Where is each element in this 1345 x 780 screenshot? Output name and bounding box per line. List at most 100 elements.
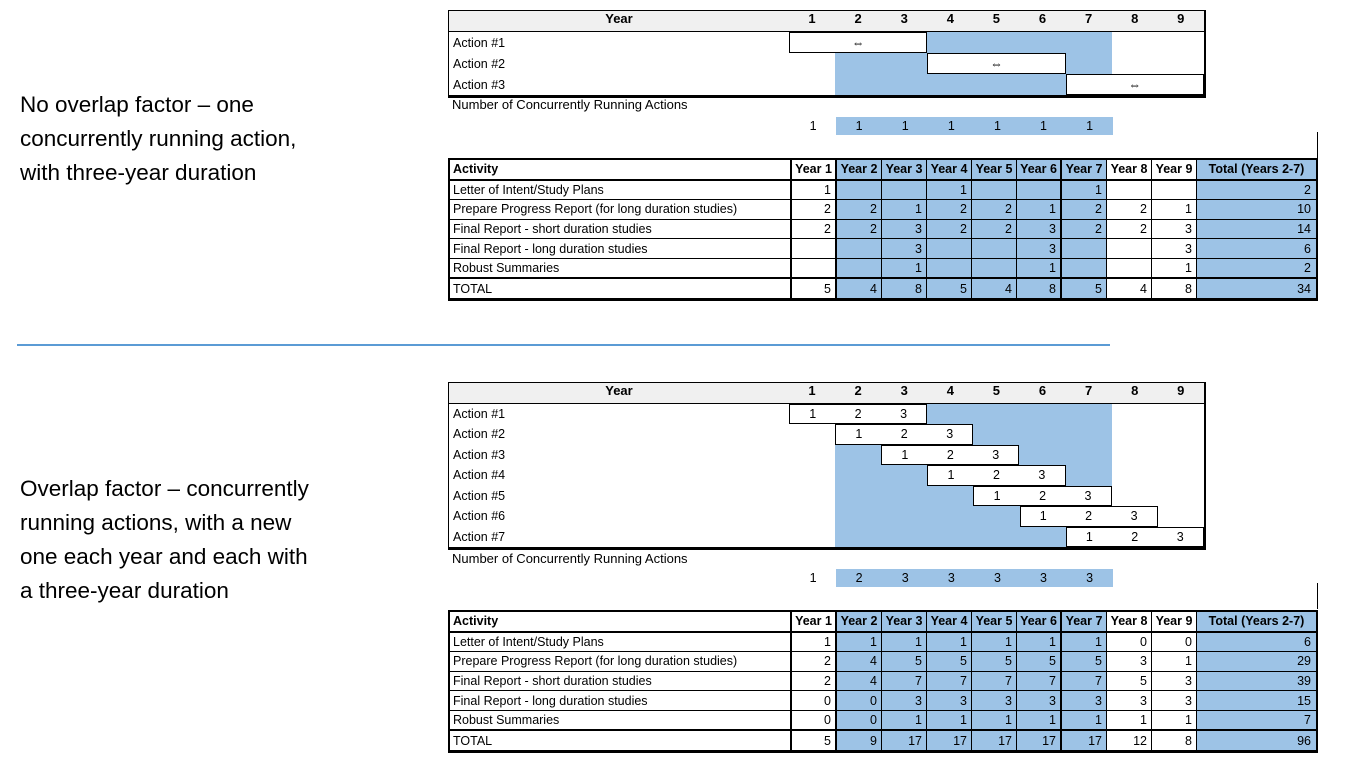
year-value-cell: 5	[792, 279, 837, 299]
year-column-header: Year 6	[1017, 612, 1062, 631]
year-column-header: Year 8	[1107, 612, 1152, 631]
concurrent-value-cell: 1	[974, 117, 1021, 135]
year-value-cell	[927, 258, 972, 278]
year-value-cell: 1	[972, 710, 1017, 730]
gantt-action-label: Action #6	[453, 509, 506, 524]
year-value-cell: 0	[792, 691, 837, 710]
year-value-cell: 3	[1107, 652, 1152, 671]
gantt-year-number: 6	[1038, 11, 1047, 26]
gantt-bar-cell: 3	[1084, 488, 1092, 503]
year-value-cell: 3	[1062, 691, 1107, 710]
year-value-cell: 7	[1017, 671, 1062, 691]
year-value-cell: 5	[882, 652, 927, 671]
year-value-cell: 3	[882, 691, 927, 710]
year-column-header: Year 5	[972, 612, 1017, 631]
activity-row: Prepare Progress Report (for long durati…	[450, 651, 1316, 671]
gantt-action-label: Action #4	[453, 468, 506, 483]
year-value-cell: 3	[1017, 691, 1062, 710]
gantt-bar: ⇔	[789, 32, 928, 53]
gantt-action-label: Action #3	[453, 77, 506, 92]
gantt-year-number: 6	[1038, 383, 1047, 398]
year-column-header: Year 1	[792, 160, 837, 179]
caption-overlap: Overlap factor – concurrently running ac…	[20, 476, 309, 603]
year-value-cell: 7	[1062, 671, 1107, 691]
gantt-bar-cell: 1	[1085, 529, 1093, 544]
year-value-cell: 8	[1152, 279, 1197, 299]
year-value-cell: 1	[972, 632, 1017, 652]
year-value-cell: 5	[972, 652, 1017, 671]
year-column-header: Year 4	[927, 160, 972, 179]
gantt-bar-cell: 1	[855, 427, 863, 442]
year-value-cell: 4	[837, 279, 882, 299]
year-value-cell: 1	[1062, 632, 1107, 652]
gantt-row: Action #3 ⇔	[449, 74, 1204, 95]
year-column-header: Year 8	[1107, 160, 1152, 179]
year-value-cell: 8	[1017, 279, 1062, 299]
gantt-year-number: 9	[1177, 11, 1185, 26]
year-value-cell: 2	[927, 200, 972, 219]
year-value-cell: 3	[1152, 239, 1197, 258]
year-value-cell: 1	[792, 632, 837, 652]
gantt-bar-cell: 1	[993, 488, 1001, 503]
gantt-row-area: 1 2 3	[789, 526, 1204, 547]
activity-name-cell: Final Report - long duration studies	[450, 691, 792, 710]
gantt-year-number: 5	[992, 383, 1001, 398]
gantt-bar-cell: 3	[1038, 468, 1046, 483]
gantt-action-label: Action #1	[453, 406, 506, 421]
gantt-bar-cell: ⇔	[990, 56, 1003, 71]
year-value-cell: 3	[1152, 691, 1197, 710]
year-column-header: Year 4	[927, 612, 972, 631]
gantt-year-header-label: Year	[605, 11, 633, 26]
year-value-cell: 2	[972, 200, 1017, 219]
gantt-action-label: Action #1	[453, 35, 506, 50]
year-value-cell: 2	[1107, 200, 1152, 219]
activity-name-cell: TOTAL	[450, 279, 792, 299]
year-value-cell: 17	[882, 731, 927, 751]
total-value-cell: 6	[1197, 632, 1316, 652]
activity-total-row: TOTAL 5 9 17 17 17 17 17 12 8 96	[450, 729, 1316, 751]
year-value-cell: 4	[972, 279, 1017, 299]
gantt-bar: 1 2 3	[1065, 526, 1204, 547]
year-value-cell: 9	[837, 731, 882, 751]
year-column-header: Year 1	[792, 612, 837, 631]
concurrent-value-cell: 2	[836, 569, 883, 587]
year-value-cell: 1	[1062, 180, 1107, 200]
total-value-cell: 7	[1197, 710, 1316, 730]
gantt-row-area: ⇔	[789, 32, 1204, 53]
gantt-bar-cell: 1	[947, 468, 955, 483]
year-value-cell: 1	[1152, 200, 1197, 219]
year-value-cell: 5	[1017, 652, 1062, 671]
gantt-bar: 1 2 3	[881, 444, 1020, 465]
year-value-cell: 1	[882, 632, 927, 652]
year-value-cell: 0	[1107, 632, 1152, 652]
activity-name-cell: Prepare Progress Report (for long durati…	[450, 200, 792, 219]
year-value-cell: 1	[1152, 710, 1197, 730]
activity-row: Letter of Intent/Study Plans 1 1 1 2	[450, 178, 1316, 200]
activity-name-cell: Final Report - long duration studies	[450, 239, 792, 258]
activity-header-row: Activity Year 1 Year 2 Year 3 Year 4 Year 5 Ye…	[450, 160, 1316, 179]
gantt-year-header-row: Year 1 2 3 4 5 6 7 8 9	[449, 383, 1204, 404]
activity-row: Letter of Intent/Study Plans 1 1 1 1 1 1 1 0 0 6	[450, 630, 1316, 652]
year-value-cell: 1	[882, 200, 927, 219]
year-value-cell: 17	[972, 731, 1017, 751]
year-value-cell: 5	[792, 731, 837, 751]
gantt-bar-cell: 1	[809, 406, 817, 421]
year-value-cell: 2	[792, 652, 837, 671]
gantt-row: Action #1 1 2 3	[449, 403, 1204, 424]
gantt-row-area: 1 2 3	[789, 506, 1204, 527]
year-value-cell	[1152, 180, 1197, 200]
gridline-tick	[1317, 583, 1318, 609]
gantt-action-label: Action #2	[453, 427, 506, 442]
gantt-year-number: 8	[1131, 11, 1139, 26]
gantt-bar-cell: 3	[1130, 509, 1138, 524]
year-value-cell: 3	[882, 219, 927, 239]
activity-row: Prepare Progress Report (for long durati…	[450, 199, 1316, 219]
gantt-bar-cell: 3	[946, 427, 954, 442]
gantt-year-number: 9	[1177, 383, 1185, 398]
year-value-cell	[1107, 258, 1152, 278]
activity-row: Robust Summaries 0 0 1 1 1 1 1 1 1 7	[450, 709, 1316, 730]
activity-row: Robust Summaries 1 1 1 2	[450, 257, 1316, 278]
gantt-bar: ⇔	[1065, 74, 1204, 95]
year-column-header: Year 2	[837, 612, 882, 631]
year-value-cell: 1	[837, 632, 882, 652]
